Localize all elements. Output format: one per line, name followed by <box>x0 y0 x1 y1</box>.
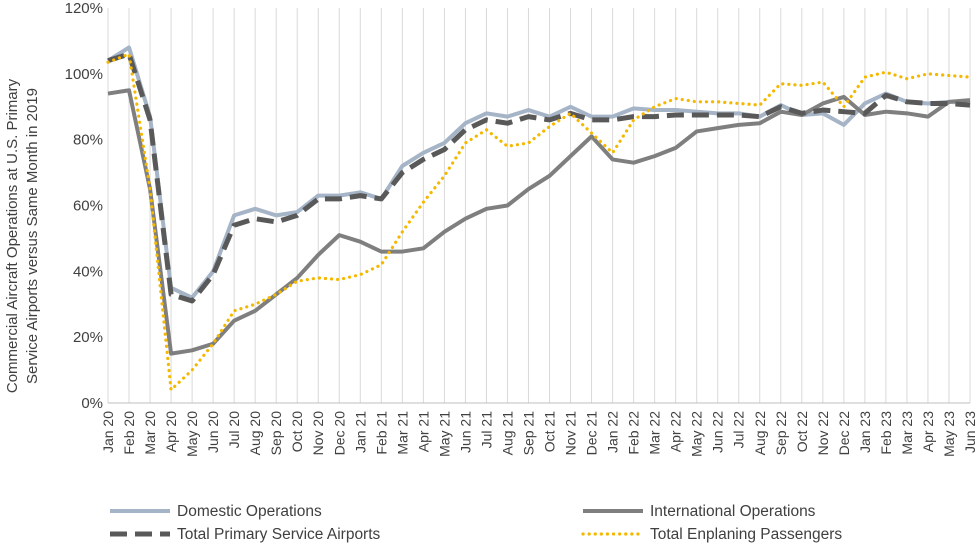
series-line-total-primary-service-airports <box>107 51 971 304</box>
x-tick-label: Sep 22 <box>773 411 789 456</box>
y-tick-label: 60% <box>73 198 103 215</box>
series-line-international-operations <box>107 88 971 356</box>
y-axis-label-line-1: Commercial Aircraft Operations at U.S. P… <box>4 78 21 393</box>
x-tick-label: Apr 22 <box>668 411 684 452</box>
y-tick-label: 120% <box>65 0 103 17</box>
x-tick-label: Feb 20 <box>121 411 137 455</box>
x-tick-label: Sep 20 <box>268 411 284 456</box>
legend-label: Total Primary Service Airports <box>177 526 381 543</box>
y-axis-ticks: 0% 20% 40% 60% 80% 100% 120% <box>65 0 103 412</box>
x-tick-label: Jul 21 <box>478 411 494 449</box>
y-tick-label: 80% <box>73 132 103 149</box>
x-tick-label: Dec 22 <box>836 411 852 456</box>
x-tick-label: May 22 <box>689 411 705 457</box>
x-tick-label: Aug 20 <box>247 411 263 456</box>
x-tick-label: Apr 23 <box>920 411 936 452</box>
series-lines <box>106 45 972 392</box>
x-tick-label: Nov 21 <box>563 411 579 456</box>
x-tick-label: Jun 21 <box>457 411 473 453</box>
x-tick-label: Feb 21 <box>373 411 389 455</box>
x-tick-label: Jun 22 <box>710 411 726 453</box>
x-tick-label: Jul 20 <box>226 411 242 449</box>
y-tick-label: 100% <box>65 66 103 83</box>
x-tick-label: Aug 21 <box>499 411 515 456</box>
y-axis-label-line-2: Service Airports versus Same Month in 20… <box>24 88 41 384</box>
x-tick-label: Mar 20 <box>142 411 158 455</box>
x-tick-label: Oct 20 <box>289 411 305 452</box>
x-tick-label: Jul 22 <box>731 411 747 449</box>
x-tick-label: Mar 21 <box>394 411 410 455</box>
x-tick-label: Jan 22 <box>605 411 621 453</box>
x-tick-label: Jan 20 <box>100 411 116 453</box>
x-tick-label: Jan 23 <box>857 411 873 453</box>
x-tick-label: May 23 <box>941 411 957 457</box>
x-tick-label: Apr 20 <box>163 411 179 452</box>
x-tick-label: Nov 20 <box>310 411 326 456</box>
x-tick-label: Feb 23 <box>878 411 894 455</box>
x-tick-label: May 21 <box>436 411 452 457</box>
x-tick-label: Mar 23 <box>899 411 915 455</box>
y-tick-label: 0% <box>81 395 103 412</box>
x-tick-label: Oct 22 <box>794 411 810 452</box>
x-tick-label: Jan 21 <box>352 411 368 453</box>
legend: Domestic Operations International Operati… <box>110 503 842 543</box>
x-tick-label: Nov 22 <box>815 411 831 456</box>
x-tick-label: May 20 <box>184 411 200 457</box>
x-axis: Jan 20 Feb 20 Mar 20 Apr 20 May 20 Jun 20 Jul … <box>100 402 978 457</box>
x-tick-label: Feb 22 <box>626 411 642 455</box>
x-tick-label: Mar 22 <box>647 411 663 455</box>
x-tick-label: Sep 21 <box>520 411 536 456</box>
y-tick-label: 40% <box>73 263 103 280</box>
y-tick-label: 20% <box>73 329 103 346</box>
series-line-domestic-operations <box>106 45 971 300</box>
x-tick-label: Apr 21 <box>415 411 431 452</box>
vertical-gridlines <box>107 8 971 403</box>
x-tick-label: Dec 20 <box>331 411 347 456</box>
legend-label: International Operations <box>650 503 816 520</box>
x-tick-label: Jun 20 <box>205 411 221 453</box>
x-tick-label: Oct 21 <box>542 411 558 452</box>
x-tick-label: Aug 22 <box>752 411 768 456</box>
legend-label: Domestic Operations <box>177 503 322 520</box>
x-tick-label: Dec 21 <box>584 411 600 456</box>
x-tick-label: Jun 23 <box>962 411 978 453</box>
series-line-total-enplaning-passengers <box>106 52 972 392</box>
legend-label: Total Enplaning Passengers <box>650 526 842 543</box>
